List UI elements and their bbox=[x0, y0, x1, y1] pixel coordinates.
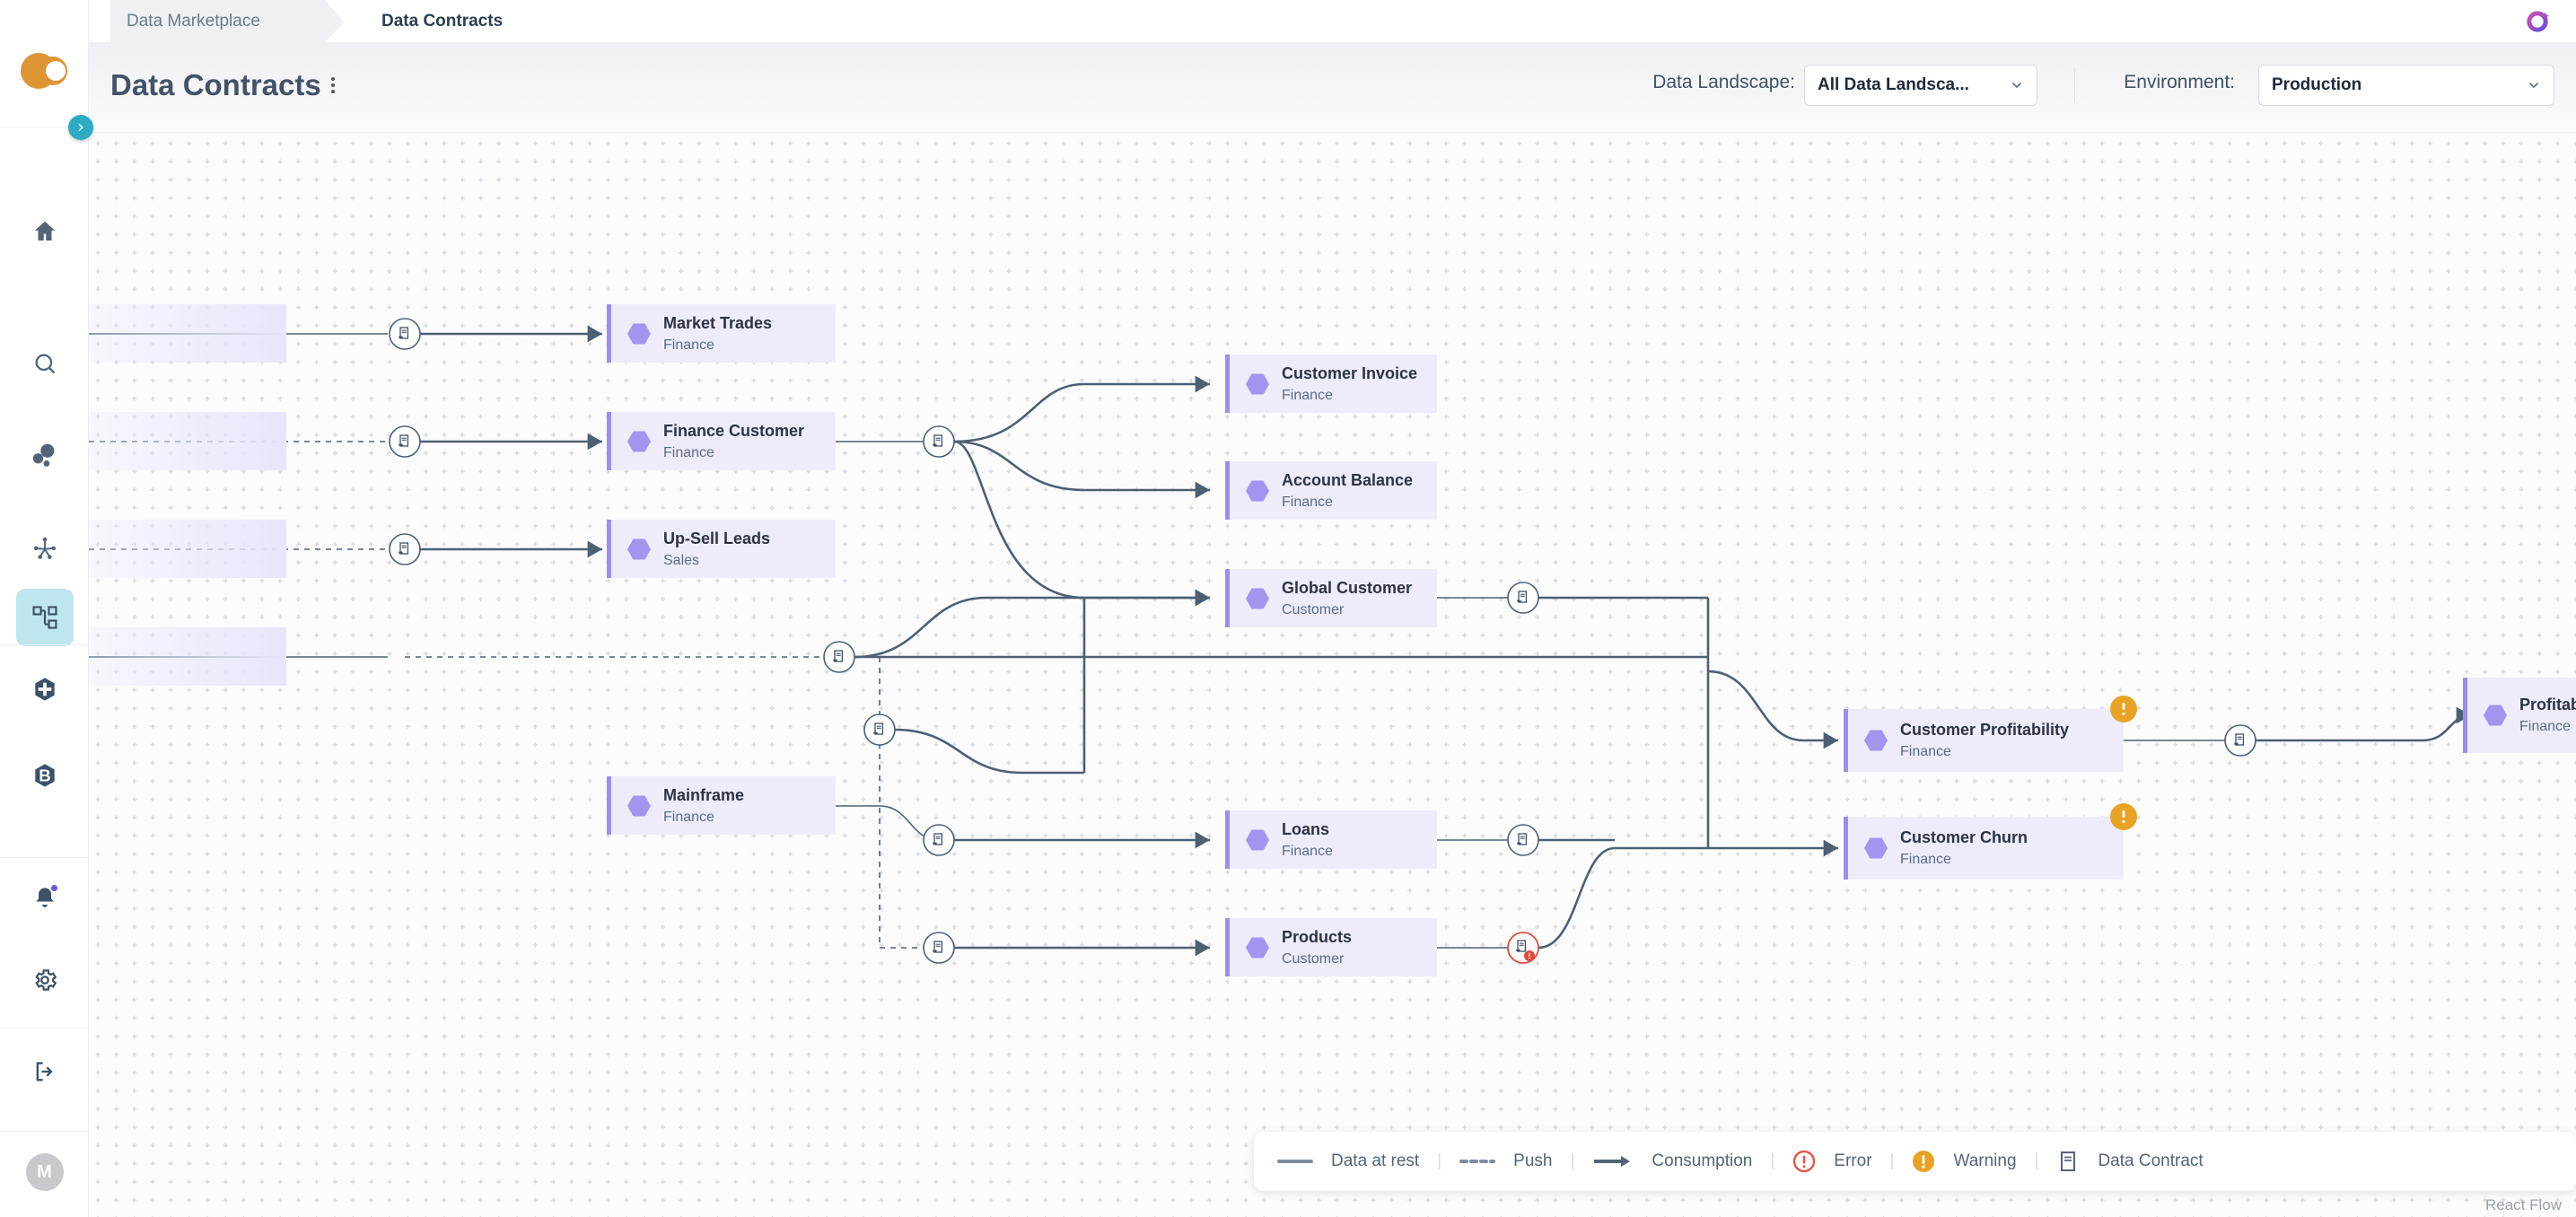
svg-text:B: B bbox=[39, 766, 50, 785]
